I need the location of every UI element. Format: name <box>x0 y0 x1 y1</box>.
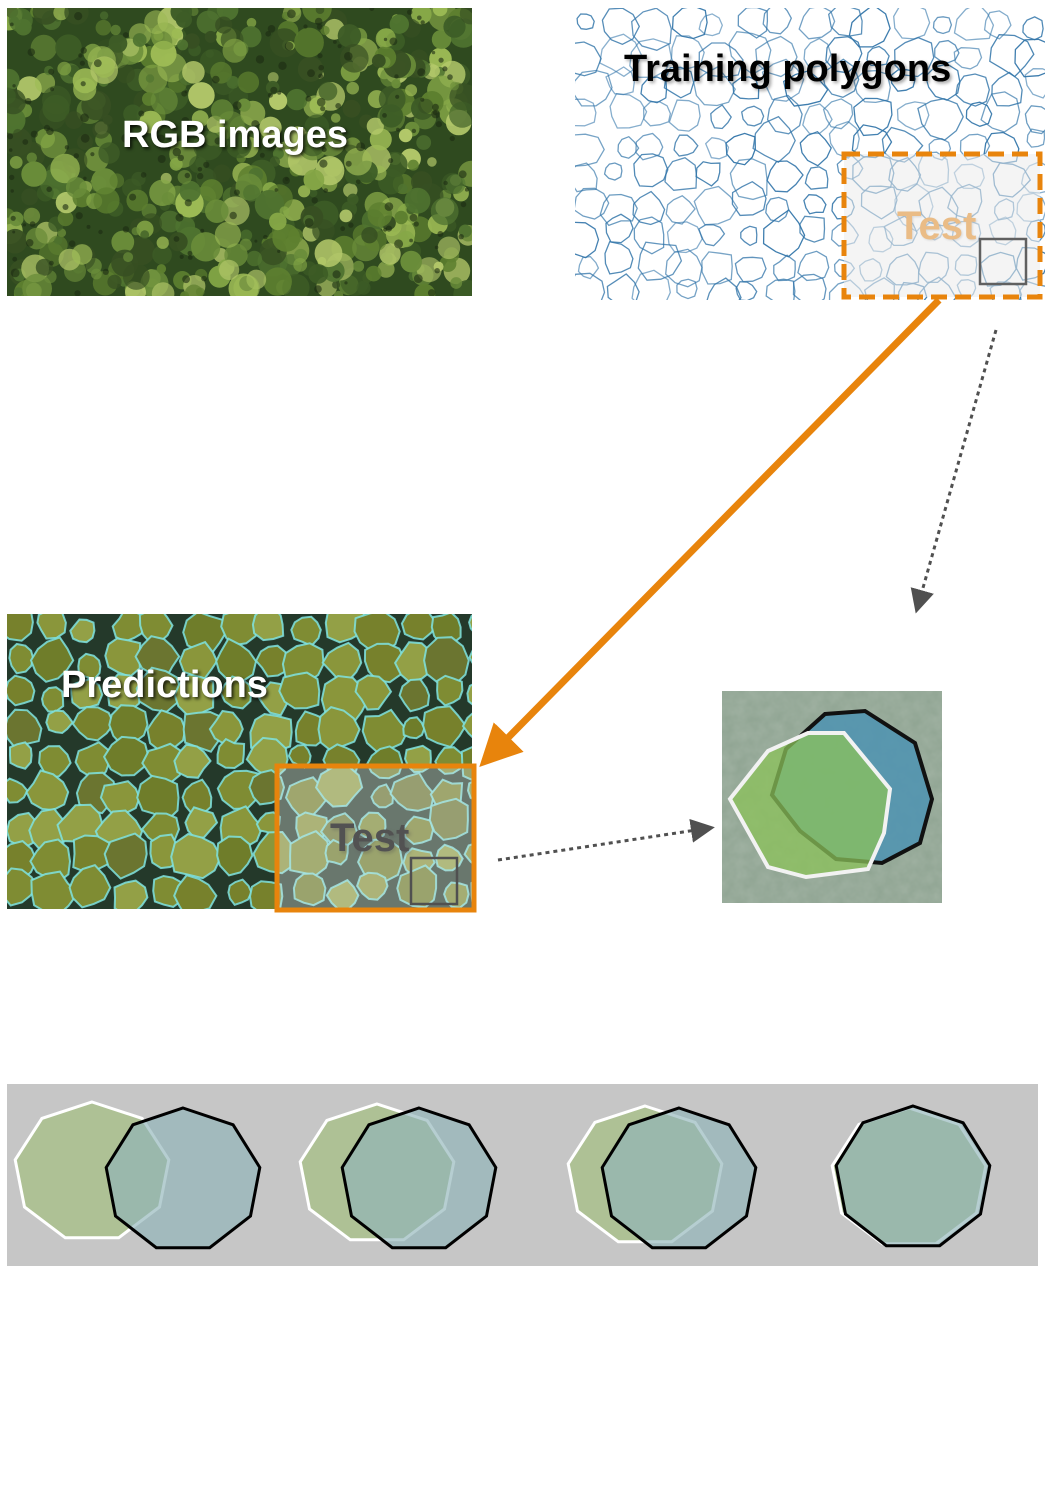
overlap-example-3 <box>566 1104 758 1250</box>
overlap-examples <box>13 1100 992 1250</box>
ground-truth-crown <box>834 1104 992 1248</box>
overlap-example-4 <box>830 1104 992 1248</box>
rgb-images-panel: RGB images <box>7 8 472 296</box>
overlap-example-2 <box>298 1102 498 1250</box>
training-polygons-label: Training polygons <box>624 48 952 90</box>
ground-truth-crown <box>340 1106 498 1250</box>
predictions-label: Predictions <box>61 664 268 706</box>
rgb-forest-image <box>7 8 472 296</box>
overlap-zoom-image <box>722 691 942 903</box>
rgb-images-label: RGB images <box>122 114 348 156</box>
ground-truth-crown <box>104 1106 262 1250</box>
test-region-label-bottom: Test <box>330 816 410 860</box>
overlap-example-1 <box>13 1100 262 1250</box>
overlap-zoom-panel <box>722 691 942 903</box>
predictions-image <box>7 614 472 909</box>
training-polygons-panel: Training polygons Test <box>575 8 1045 300</box>
predicted-crown <box>727 731 893 880</box>
overlap-comparison-strip <box>7 1084 1038 1266</box>
dotted-arrow-icon <box>910 329 998 614</box>
ground-truth-crown <box>600 1106 758 1250</box>
predictions-panel: Predictions Test <box>7 614 472 909</box>
orange-arrow-icon <box>479 297 942 767</box>
dotted-arrow-icon <box>497 818 715 862</box>
test-region-label-top: Test <box>897 204 977 248</box>
